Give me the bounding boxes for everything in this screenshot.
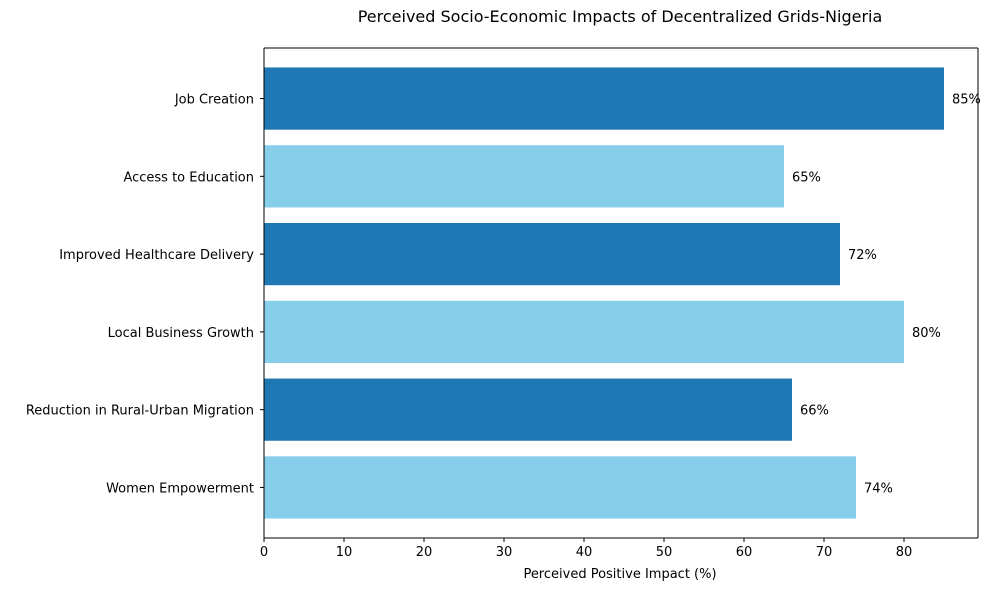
bar-job-creation bbox=[264, 67, 944, 130]
bar-women-empowerment bbox=[264, 456, 856, 519]
bar-value-label: 72% bbox=[848, 248, 877, 263]
y-tick-label: Access to Education bbox=[123, 170, 254, 185]
x-axis-label: Perceived Positive Impact (%) bbox=[523, 567, 716, 582]
bar-value-label: 85% bbox=[952, 93, 981, 108]
x-tick-label: 20 bbox=[416, 545, 433, 560]
axes-layer bbox=[263, 47, 979, 539]
bar-value-label: 74% bbox=[864, 481, 893, 496]
bar-improved-healthcare-delivery bbox=[264, 223, 840, 286]
y-tick-label: Job Creation bbox=[174, 93, 254, 108]
x-tick-label: 60 bbox=[736, 545, 753, 560]
bar-value-label: 66% bbox=[800, 404, 829, 419]
bar-value-label: 80% bbox=[912, 326, 941, 341]
x-tick-label: 50 bbox=[656, 545, 673, 560]
bars-layer bbox=[264, 67, 944, 519]
x-tick-label: 40 bbox=[576, 545, 593, 560]
bar-access-to-education bbox=[264, 145, 784, 208]
x-ticks-layer: 0 10 20 30 40 50 60 70 80 bbox=[260, 538, 912, 560]
value-labels-layer: 85% 65% 72% 80% 66% 74% bbox=[792, 93, 981, 497]
y-ticks-layer: Job Creation Access to Education Improved … bbox=[26, 93, 264, 496]
y-tick-label: Reduction in Rural-Urban Migration bbox=[26, 404, 254, 419]
x-tick-label: 10 bbox=[336, 545, 353, 560]
bar-value-label: 65% bbox=[792, 170, 821, 185]
y-tick-label: Local Business Growth bbox=[108, 326, 254, 341]
bar-local-business-growth bbox=[264, 300, 904, 363]
y-tick-label: Women Empowerment bbox=[106, 481, 254, 496]
x-tick-label: 80 bbox=[896, 545, 913, 560]
bar-reduction-in-rural-urban-migration bbox=[264, 378, 792, 441]
y-tick-label: Improved Healthcare Delivery bbox=[59, 248, 254, 263]
x-tick-label: 30 bbox=[496, 545, 513, 560]
chart-title: Perceived Socio-Economic Impacts of Dece… bbox=[358, 7, 883, 26]
x-tick-label: 70 bbox=[816, 545, 833, 560]
x-tick-label: 0 bbox=[260, 545, 268, 560]
